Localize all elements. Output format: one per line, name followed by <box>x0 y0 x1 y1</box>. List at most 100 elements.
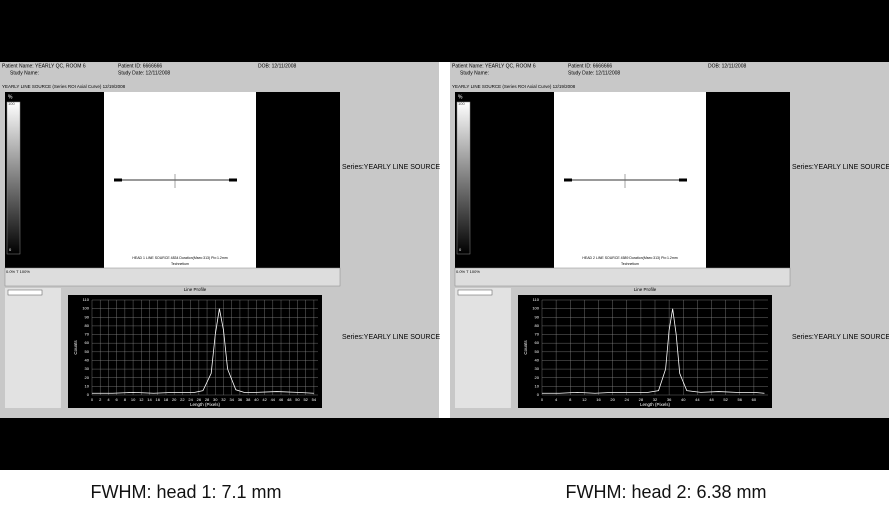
x-tick-label: 14 <box>147 397 152 402</box>
image-caption: HEAD 1 LINE SOURCE 4834 Duration(Msec:31… <box>132 256 227 260</box>
y-tick-label: 30 <box>85 366 90 371</box>
y-tick-label: 100 <box>82 306 89 311</box>
x-tick-label: 22 <box>180 397 185 402</box>
x-tick-label: 52 <box>303 397 308 402</box>
y-tick-label: 110 <box>533 297 540 302</box>
series-label: Series:YEARLY LINE SOURCE <box>342 334 440 341</box>
x-tick-label: 56 <box>738 397 743 402</box>
patient-id: Patient ID: 6666666 <box>568 63 612 69</box>
y-tick-label: 20 <box>85 375 90 380</box>
dob: DOB: 12/11/2008 <box>708 63 746 69</box>
side-panel <box>5 288 61 408</box>
study-date: Study Date: 12/11/2008 <box>568 70 620 76</box>
y-tick-label: 40 <box>535 358 540 363</box>
x-tick-label: 42 <box>262 397 267 402</box>
x-tick-label: 48 <box>709 397 714 402</box>
y-tick-label: 60 <box>85 340 90 345</box>
legend-box <box>458 290 492 295</box>
y-tick-label: 60 <box>535 340 540 345</box>
y-tick-label: 100 <box>532 306 539 311</box>
source-end <box>114 179 122 182</box>
x-tick-label: 32 <box>221 397 226 402</box>
scale-strip <box>5 268 340 286</box>
isotope: Technetium <box>171 262 189 266</box>
patient-name: Patient Name: YEARLY QC, ROOM 6 <box>2 63 86 69</box>
y-axis-label: Counts <box>523 340 528 355</box>
x-tick-label: 36 <box>238 397 243 402</box>
color-scale <box>7 102 20 254</box>
x-axis-label: Length (Pixels) <box>190 402 221 407</box>
x-tick-label: 20 <box>172 397 177 402</box>
scale-top: % <box>458 94 463 100</box>
source-end <box>679 179 687 182</box>
page: Patient Name: YEARLY QC, ROOM 6 Patient I… <box>0 0 889 506</box>
source-end <box>564 179 572 182</box>
x-tick-label: 12 <box>582 397 587 402</box>
color-scale <box>457 102 470 254</box>
image-caption: HEAD 2 LINE SOURCE 4589 Duration(Msec:31… <box>582 256 677 260</box>
bottom-bar <box>0 418 889 470</box>
y-tick-label: 90 <box>85 314 90 319</box>
x-tick-label: 40 <box>254 397 259 402</box>
image-title: YEARLY LINE SOURCE (Series ROI Axial Cur… <box>452 84 576 89</box>
x-tick-label: 48 <box>287 397 292 402</box>
caption: FWHM: head 2: 6.38 mm <box>565 482 766 502</box>
scale-range: 0.0% T 100% <box>456 269 480 274</box>
x-tick-label: 16 <box>596 397 601 402</box>
source-end <box>229 179 237 182</box>
y-tick-label: 70 <box>85 332 90 337</box>
series-label: Series:YEARLY LINE SOURCE <box>792 334 889 341</box>
x-tick-label: 34 <box>229 397 234 402</box>
study-name: Study Name: <box>460 70 489 76</box>
x-tick-label: 54 <box>312 397 317 402</box>
y-tick-label: 40 <box>85 358 90 363</box>
x-tick-label: 24 <box>625 397 630 402</box>
scale-max: 100 <box>8 101 15 106</box>
y-tick-label: 50 <box>85 349 90 354</box>
y-tick-label: 20 <box>535 375 540 380</box>
x-tick-label: 50 <box>295 397 300 402</box>
y-tick-label: 80 <box>85 323 90 328</box>
image-title: YEARLY LINE SOURCE (Series ROI Axial Cur… <box>2 84 126 89</box>
x-tick-label: 16 <box>156 397 161 402</box>
caption: FWHM: head 1: 7.1 mm <box>90 482 281 502</box>
screenshot: Patient Name: YEARLY QC, ROOM 6 Patient I… <box>0 0 889 506</box>
y-tick-label: 10 <box>535 383 540 388</box>
legend-box <box>8 290 42 295</box>
x-tick-label: 60 <box>752 397 757 402</box>
scale-top: % <box>8 94 13 100</box>
y-tick-label: 110 <box>83 297 90 302</box>
x-tick-label: 44 <box>271 397 276 402</box>
x-tick-label: 10 <box>131 397 136 402</box>
x-tick-label: 38 <box>246 397 251 402</box>
patient-id: Patient ID: 6666666 <box>118 63 162 69</box>
study-date: Study Date: 12/11/2008 <box>118 70 170 76</box>
x-tick-label: 20 <box>610 397 615 402</box>
x-tick-label: 40 <box>681 397 686 402</box>
y-tick-label: 90 <box>535 314 540 319</box>
y-tick-label: 70 <box>535 332 540 337</box>
x-tick-label: 46 <box>279 397 284 402</box>
side-panel <box>455 288 511 408</box>
y-tick-label: 80 <box>535 323 540 328</box>
y-tick-label: 30 <box>535 366 540 371</box>
top-bar <box>0 0 889 62</box>
chart-title: Line Profile <box>184 287 207 292</box>
x-tick-label: 18 <box>164 397 169 402</box>
y-axis-label: Counts <box>73 340 78 355</box>
x-tick-label: 44 <box>695 397 700 402</box>
series-label: Series:YEARLY LINE SOURCE <box>792 164 889 171</box>
scale-max: 100 <box>458 101 465 106</box>
scale-strip <box>455 268 790 286</box>
x-tick-label: 52 <box>723 397 728 402</box>
scale-range: 0.0% T 100% <box>6 269 30 274</box>
y-tick-label: 10 <box>85 383 90 388</box>
chart-title: Line Profile <box>634 287 657 292</box>
isotope: Technetium <box>621 262 639 266</box>
study-name: Study Name: <box>10 70 39 76</box>
dob: DOB: 12/11/2008 <box>258 63 296 69</box>
patient-name: Patient Name: YEARLY QC, ROOM 6 <box>452 63 536 69</box>
x-tick-label: 12 <box>139 397 144 402</box>
series-label: Series:YEARLY LINE SOURCE <box>342 164 440 171</box>
y-tick-label: 50 <box>535 349 540 354</box>
